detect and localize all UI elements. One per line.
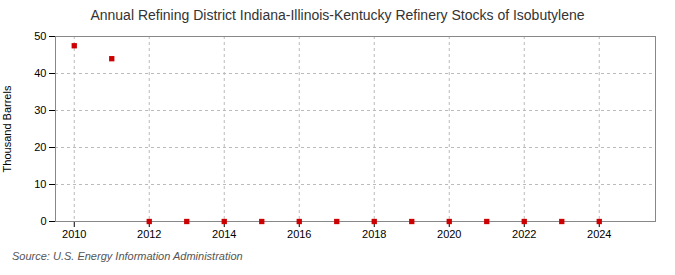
svg-text:2014: 2014 — [212, 228, 236, 240]
svg-text:40: 40 — [34, 67, 46, 79]
svg-text:Thousand Barrels: Thousand Barrels — [1, 85, 13, 172]
svg-text:2018: 2018 — [362, 228, 386, 240]
svg-text:2020: 2020 — [437, 228, 461, 240]
svg-text:2012: 2012 — [137, 228, 161, 240]
svg-text:20: 20 — [34, 141, 46, 153]
svg-text:2010: 2010 — [62, 228, 86, 240]
svg-text:10: 10 — [34, 178, 46, 190]
html-text:Annual Refining District India: Annual Refining District Indiana-Illinoi… — [90, 7, 585, 23]
html-text:Source: U.S. Energy Informatio: Source: U.S. Energy Information Administ… — [12, 250, 243, 262]
svg-text:0: 0 — [40, 215, 46, 227]
svg-text:2024: 2024 — [587, 228, 611, 240]
svg-text:2016: 2016 — [287, 228, 311, 240]
svg-text:50: 50 — [34, 30, 46, 42]
svg-text:30: 30 — [34, 104, 46, 116]
svg-text:2022: 2022 — [512, 228, 536, 240]
